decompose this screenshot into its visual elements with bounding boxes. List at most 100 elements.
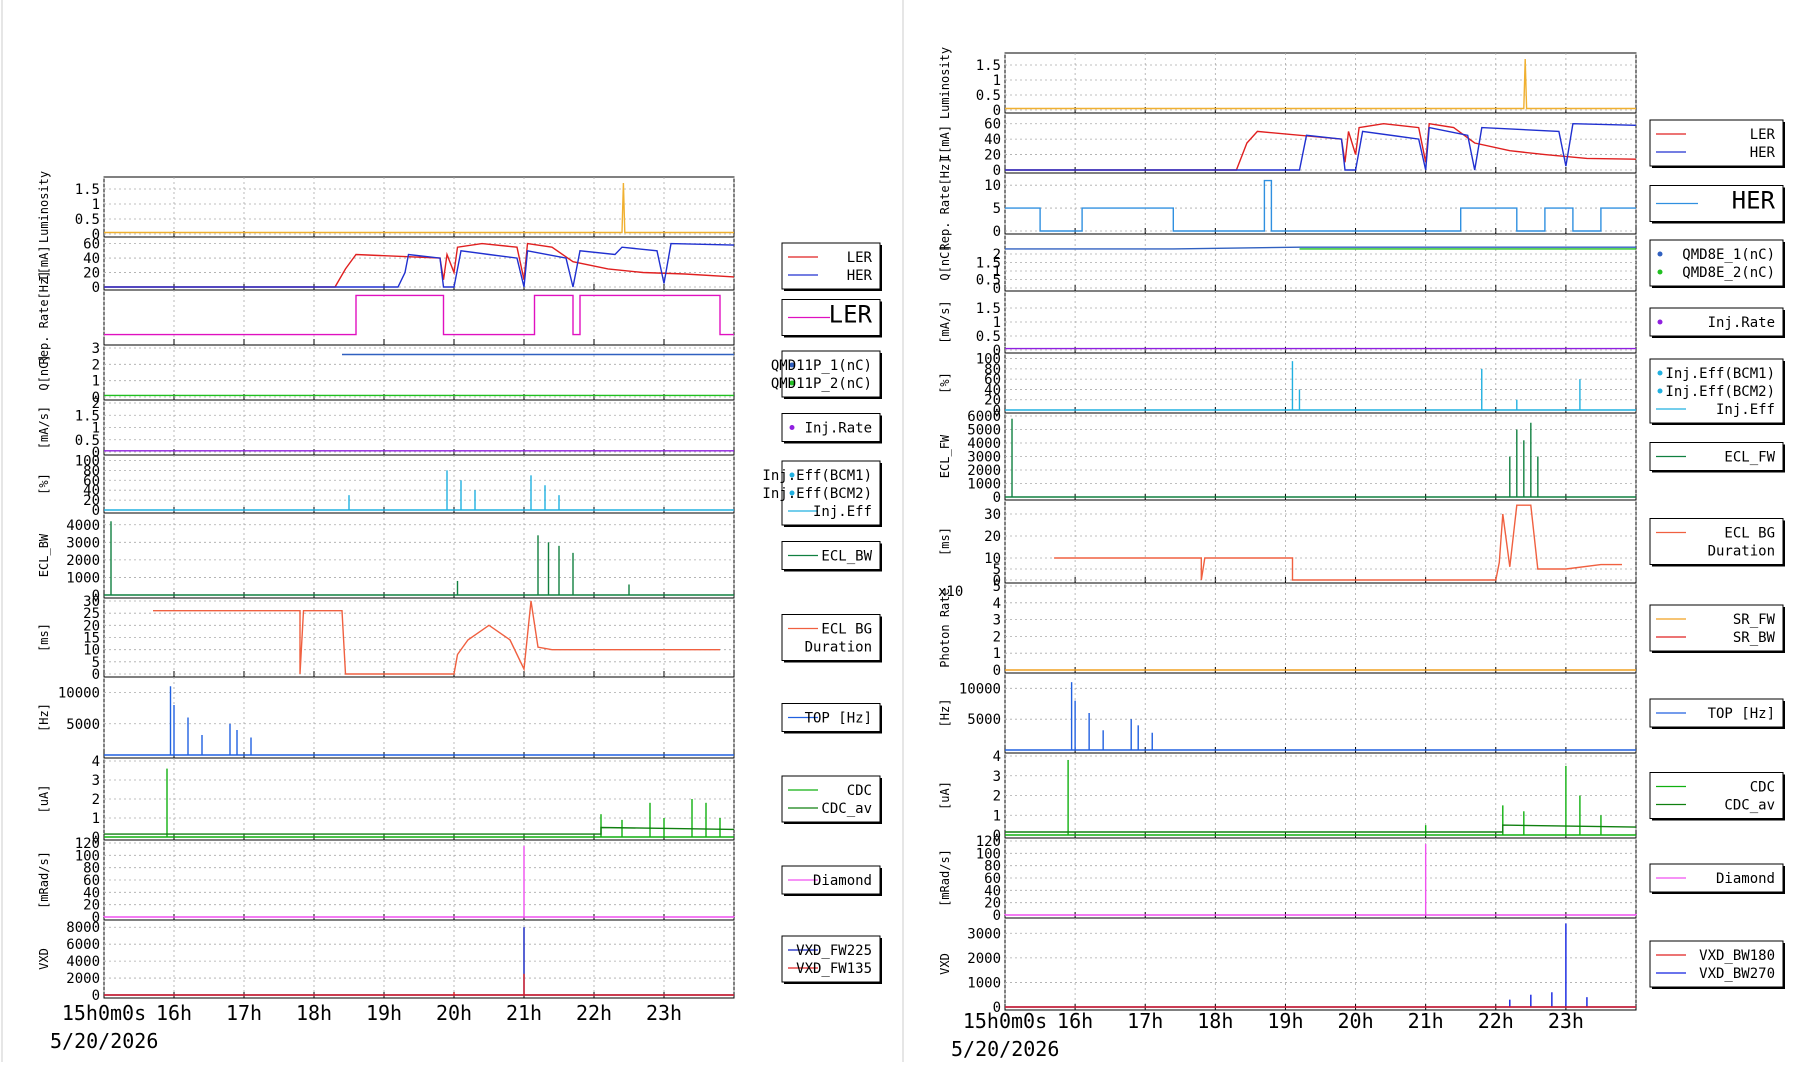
legend-marker: [1657, 370, 1663, 376]
legend-box: [781, 242, 881, 290]
legend-box: [1649, 307, 1784, 337]
legend-label: Duration: [1708, 544, 1775, 560]
y-axis-label: [mRad/s]: [938, 849, 952, 907]
y-tick-label: 100: [976, 352, 1001, 368]
y-tick-label: 4: [993, 749, 1001, 765]
y-tick-label: 60: [83, 873, 100, 889]
y-tick-label: 30: [984, 507, 1001, 523]
y-tick-label: 0: [92, 227, 100, 243]
y-axis-label: Photon Rate: [938, 588, 952, 667]
legend-label: CDC: [1750, 780, 1775, 796]
y-tick-label: 0.5: [75, 433, 100, 449]
y-tick-label: 3000: [967, 450, 1001, 466]
legend-label: Inj.Eff(BCM1): [1665, 366, 1775, 382]
y-tick-label: 80: [984, 859, 1001, 875]
y-tick-label: 4000: [66, 954, 100, 970]
y-tick-label: 0: [993, 663, 1001, 679]
y-tick-label: 1000: [967, 477, 1001, 493]
legend-label: Diamond: [1716, 871, 1775, 887]
y-tick-label: 0.5: [976, 273, 1001, 289]
y-tick-label: 20: [83, 898, 100, 914]
y-tick-label: 1.5: [75, 182, 100, 198]
y-tick-label: 40: [83, 251, 100, 267]
y-tick-label: 0: [993, 1000, 1001, 1016]
y-tick-label: 20: [984, 393, 1001, 409]
y-axis-label: ECL_FW: [938, 434, 952, 478]
y-tick-label: 40: [984, 382, 1001, 398]
y-tick-label: 1: [993, 646, 1001, 662]
y-axis-label: VXD: [37, 948, 51, 970]
y-tick-label: 0: [993, 103, 1001, 119]
left-panel-8: 5000 10000 [Hz] TOP [Hz]: [37, 676, 882, 759]
legend-marker: [789, 425, 795, 430]
legend-box: [1649, 604, 1784, 652]
y-axis-label: Luminosity: [37, 171, 51, 243]
right-panel-0: 00.511.5 Luminosity: [938, 47, 1637, 119]
y-tick-label: 20: [83, 618, 100, 634]
y-tick-label: 4000: [967, 436, 1001, 452]
y-tick-label: 1: [92, 421, 100, 437]
legend-label: QMD8E_2(nC): [1682, 265, 1775, 281]
legend-label: ECL BG: [821, 622, 872, 638]
left-panel-4: 00.511.52 [mA/s] Inj.Rate: [37, 396, 882, 461]
x-tick-label: 15h0m0s: [963, 1009, 1047, 1033]
y-tick-label: 0: [92, 280, 100, 296]
series-rep: [104, 294, 734, 336]
x-tick-label: 17h: [1127, 1009, 1163, 1033]
legend-box: [781, 614, 881, 661]
y-tick-label: 20: [83, 266, 100, 282]
y-tick-label: 5000: [66, 717, 100, 733]
legend-label: Duration: [805, 640, 872, 656]
y-tick-label: 1: [92, 197, 100, 213]
y-axis-label: Rep. Rate[Hz]: [938, 157, 952, 251]
y-tick-label: 0: [92, 830, 100, 846]
legend-label: Inj.Rate: [1708, 315, 1775, 331]
y-tick-label: 60: [83, 237, 100, 253]
y-tick-label: 0: [92, 588, 100, 604]
y-tick-label: 2: [92, 357, 100, 373]
y-tick-label: 120: [976, 834, 1001, 850]
x-tick-label: 22h: [576, 1001, 612, 1025]
y-tick-label: 15: [83, 631, 100, 647]
legend-label: Diamond: [813, 873, 872, 889]
y-tick-label: 1: [993, 808, 1001, 824]
legend-label: HER: [1732, 187, 1776, 215]
y-axis-label: Q[nC]: [938, 244, 952, 280]
legend-box: [1649, 518, 1784, 565]
x-tick-label: 19h: [366, 1001, 402, 1025]
left-panel-0: 00.511.5 Luminosity: [37, 171, 735, 243]
legend-label: VXD_FW135: [796, 961, 872, 977]
legend-label: Inj.Eff(BCM1): [762, 468, 872, 484]
series-cdc_av: [104, 826, 735, 835]
legend-label: VXD_BW270: [1699, 966, 1775, 982]
y-tick-label: 4: [993, 596, 1001, 612]
y-tick-label: 0: [993, 490, 1001, 506]
y-axis-label: Rep. Rate[Hz]: [37, 271, 51, 365]
y-tick-label: 2000: [967, 463, 1001, 479]
y-tick-label: 2: [92, 396, 100, 412]
series-ecl_dur: [153, 600, 720, 675]
legend-box: [1649, 940, 1784, 988]
y-axis-label: [ms]: [938, 527, 952, 556]
legend-label: Inj.Eff: [1716, 402, 1775, 418]
y-tick-label: 80: [984, 362, 1001, 378]
legend-marker: [789, 362, 795, 368]
y-tick-label: 0.5: [976, 329, 1001, 345]
y-tick-label: 60: [984, 871, 1001, 887]
x-tick-label: 23h: [646, 1001, 682, 1025]
legend-label: ECL_BW: [821, 549, 872, 565]
series-luminosity: [104, 182, 734, 234]
y-axis-label: I[mA]: [37, 245, 51, 281]
legend-label: ECL_FW: [1724, 450, 1775, 466]
y-axis-label: [%]: [37, 473, 51, 495]
y-tick-label: 0: [993, 403, 1001, 419]
legend-box: [781, 703, 881, 732]
y-tick-label: 3000: [967, 926, 1001, 942]
legend-label: SR_FW: [1733, 612, 1776, 628]
right-panel-4: 00.511.5 [mA/s] Inj.Rate: [938, 290, 1785, 359]
x-tick-label: 18h: [1197, 1009, 1233, 1033]
y-tick-label: 3: [993, 769, 1001, 785]
